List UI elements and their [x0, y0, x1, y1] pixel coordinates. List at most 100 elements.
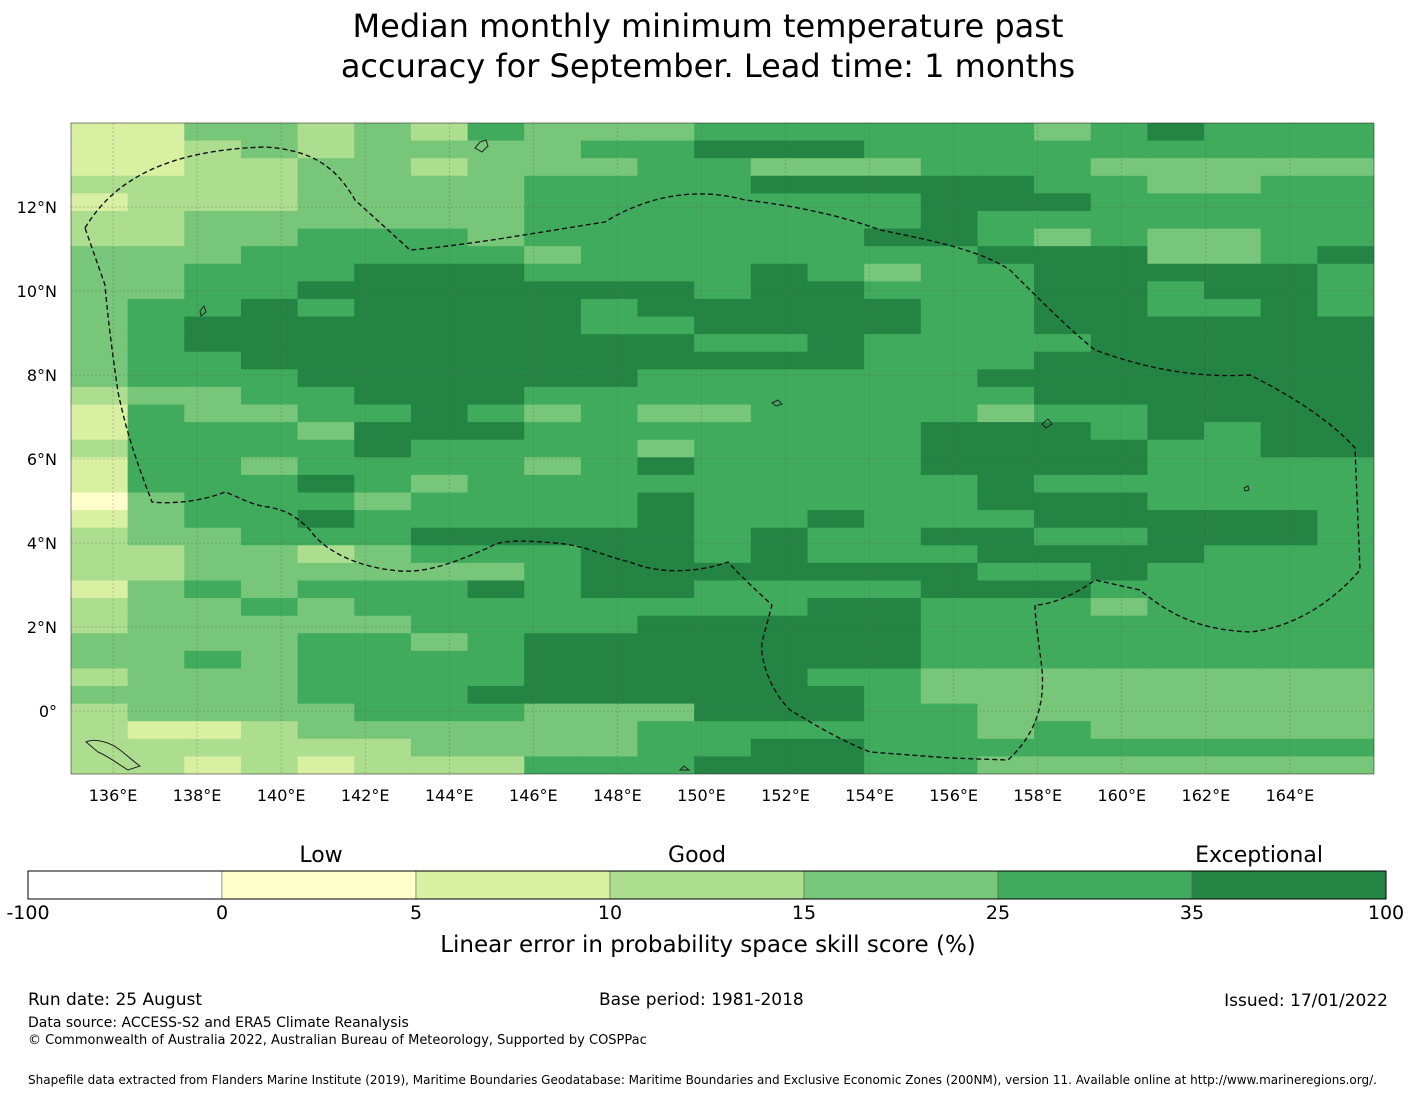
colorbar-tick: -100 — [6, 902, 50, 924]
grid-cell — [807, 386, 865, 406]
grid-cell — [1260, 228, 1318, 247]
grid-cell — [1204, 316, 1262, 335]
grid-cell — [524, 386, 582, 406]
grid-cell — [1204, 334, 1262, 353]
grid-cell — [184, 369, 242, 388]
grid-cell — [920, 298, 979, 318]
grid-cell — [127, 738, 185, 757]
grid-cell — [920, 738, 979, 757]
grid-cell — [297, 756, 355, 774]
grid-cell — [1090, 668, 1148, 687]
grid-cell — [354, 316, 412, 335]
grid-cell — [694, 281, 752, 300]
grid-cell — [410, 404, 469, 423]
grid-cell — [71, 474, 129, 494]
grid-cell — [1147, 756, 1205, 774]
grid-cell — [1090, 633, 1148, 652]
grid-cell — [920, 386, 979, 406]
grid-cell — [977, 386, 1035, 406]
grid-cell — [467, 650, 525, 670]
grid-cell — [1317, 281, 1374, 300]
grid-cell — [1090, 598, 1148, 617]
grid-cell — [1147, 246, 1205, 265]
grid-cell — [1034, 228, 1092, 247]
grid-cell — [1090, 562, 1148, 582]
grid-cell — [1090, 492, 1148, 511]
grid-cell — [1147, 615, 1205, 634]
grid-cell — [354, 246, 412, 265]
grid-cell — [410, 756, 469, 774]
grid-cell — [71, 562, 129, 582]
grid-cell — [694, 457, 752, 476]
grid-cell — [694, 386, 752, 406]
grid-cell — [694, 756, 752, 774]
longitude-tick-label: 158°E — [1013, 786, 1062, 805]
grid-cell — [354, 404, 412, 423]
grid-cell — [240, 140, 299, 159]
grid-cell — [240, 650, 299, 670]
grid-cell — [1090, 281, 1148, 300]
grid-cell — [977, 562, 1035, 582]
grid-cell — [354, 650, 412, 670]
grid-cell — [920, 369, 979, 388]
grid-cell — [297, 492, 355, 511]
grid-cell — [127, 668, 185, 687]
grid-cell — [1317, 686, 1374, 705]
grid-cell — [297, 263, 355, 282]
grid-cell — [1260, 510, 1318, 529]
grid-cell — [807, 228, 865, 247]
grid-cell — [580, 492, 639, 511]
grid-cell — [71, 263, 129, 282]
grid-cell — [1204, 210, 1262, 230]
grid-cell — [1034, 175, 1092, 194]
grid-cell — [410, 298, 469, 318]
grid-cell — [637, 686, 695, 705]
grid-cell — [977, 439, 1035, 458]
grid-cell — [864, 615, 922, 634]
grid-cell — [467, 210, 525, 230]
grid-cell — [467, 738, 525, 757]
grid-cell — [694, 668, 752, 687]
grid-cell — [297, 158, 355, 177]
grid-cell — [977, 756, 1035, 774]
grid-cell — [1204, 615, 1262, 634]
latitude-tick-labels: 12°N 10°N 8°N 6°N 4°N 2°N 0° — [17, 198, 57, 721]
grid-cell — [1034, 738, 1092, 757]
colorbar-tick: 10 — [597, 902, 623, 924]
grid-cell — [637, 140, 695, 159]
grid-cell — [410, 650, 469, 670]
grid-cell — [240, 246, 299, 265]
grid-cell — [807, 193, 865, 212]
grid-cell — [1090, 175, 1148, 194]
grid-cell — [1090, 246, 1148, 265]
grid-cell — [750, 545, 809, 564]
grid-cell — [127, 474, 185, 494]
grid-cell — [694, 298, 752, 318]
grid-cell — [240, 439, 299, 458]
grid-cell — [920, 281, 979, 300]
grid-cell — [694, 175, 752, 194]
grid-cell — [1090, 580, 1148, 599]
grid-cell — [1260, 123, 1318, 142]
grid-cell — [864, 334, 922, 353]
colorbar-tick: 5 — [409, 902, 423, 924]
grid-cell — [694, 439, 752, 458]
grid-cell — [807, 492, 865, 511]
grid-cell — [127, 545, 185, 564]
grid-cell — [637, 721, 695, 740]
grid-cell — [71, 527, 129, 546]
longitude-tick-label: 154°E — [845, 786, 894, 805]
grid-cell — [1034, 686, 1092, 705]
grid-cell — [637, 545, 695, 564]
grid-cell — [694, 158, 752, 177]
grid-cell — [750, 721, 809, 740]
grid-cell — [580, 439, 639, 458]
grid-cell — [240, 263, 299, 282]
grid-cell — [410, 457, 469, 476]
grid-cell — [184, 668, 242, 687]
grid-cell — [920, 562, 979, 582]
grid-cell — [1147, 316, 1205, 335]
grid-cell — [637, 386, 695, 406]
grid-cell — [184, 703, 242, 722]
grid-cell — [467, 474, 525, 494]
